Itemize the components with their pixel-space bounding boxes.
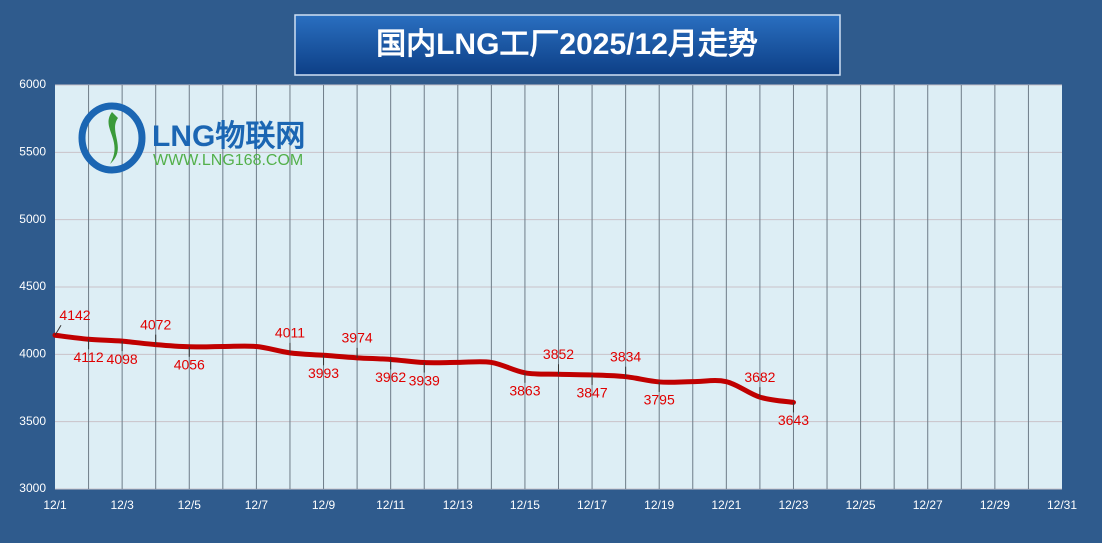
chart-title: 国内LNG工厂2025/12月走势: [376, 28, 758, 61]
x-tick-label: 12/21: [711, 498, 741, 512]
value-label: 4072: [140, 316, 171, 332]
value-label: 3834: [610, 348, 641, 364]
value-label: 3643: [778, 412, 809, 428]
leader-line: [54, 324, 62, 336]
value-label: 3974: [342, 330, 373, 346]
value-label: 3847: [576, 385, 607, 401]
x-tick-label: 12/13: [443, 498, 473, 512]
value-label: 4011: [275, 325, 305, 341]
x-tick-label: 12/1: [43, 498, 67, 512]
y-tick-label: 5000: [19, 212, 46, 226]
x-tick-label: 12/31: [1047, 498, 1077, 512]
y-tick-label: 4500: [19, 279, 46, 293]
x-tick-label: 12/5: [178, 498, 202, 512]
x-tick-label: 12/23: [778, 498, 808, 512]
x-tick-label: 12/19: [644, 498, 674, 512]
value-label: 3852: [543, 346, 574, 362]
x-tick-label: 12/3: [110, 498, 134, 512]
x-tick-label: 12/25: [846, 498, 876, 512]
y-tick-label: 3000: [19, 481, 46, 495]
x-tick-label: 12/9: [312, 498, 336, 512]
title-box: [294, 14, 841, 76]
y-tick-label: 6000: [19, 77, 46, 91]
y-tick-label: 3500: [19, 414, 46, 428]
logo-url: WWW.LNG168.COM: [153, 152, 303, 169]
value-label: 4056: [174, 356, 205, 372]
value-label: 3682: [744, 369, 775, 385]
value-label: 3863: [509, 382, 540, 398]
value-label: 3993: [308, 365, 339, 381]
value-label: 3795: [644, 392, 675, 408]
x-tick-label: 12/15: [510, 498, 540, 512]
y-tick-label: 4000: [19, 347, 46, 361]
value-label: 3962: [375, 369, 406, 385]
x-tick-label: 12/29: [980, 498, 1010, 512]
x-tick-label: 12/17: [577, 498, 607, 512]
logo-text: LNG物联网: [152, 120, 305, 153]
logo-leaf: [108, 112, 118, 164]
x-tick-label: 12/7: [245, 498, 269, 512]
value-label: 4112: [74, 349, 104, 365]
logo: LNG物联网 WWW.LNG168.COM: [78, 102, 305, 174]
value-label: 3939: [409, 372, 440, 388]
logo-ring: [78, 102, 146, 174]
value-label: 4142: [59, 307, 90, 323]
value-label: 4098: [107, 351, 138, 367]
x-tick-label: 12/27: [913, 498, 943, 512]
y-tick-label: 5500: [19, 145, 46, 159]
x-tick-label: 12/11: [376, 498, 405, 512]
